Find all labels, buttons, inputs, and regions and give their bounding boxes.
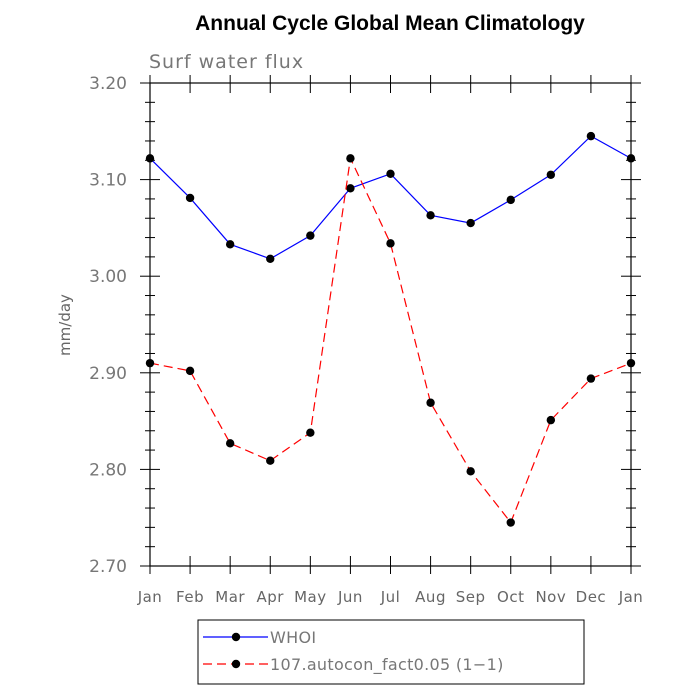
y-tick-label: 2.70 <box>89 557 127 577</box>
x-tick-label: Jan <box>618 588 644 606</box>
x-tick-label: Dec <box>576 588 607 606</box>
data-point <box>466 467 475 476</box>
data-point <box>185 366 195 376</box>
data-point <box>266 456 275 465</box>
data-point <box>546 415 556 425</box>
data-point <box>266 254 275 264</box>
data-point <box>145 358 155 368</box>
legend-box <box>197 619 585 685</box>
x-tick-label: Sep <box>456 588 486 606</box>
x-tick-label: Jan <box>137 588 163 606</box>
series-layer <box>145 131 636 527</box>
chart-title: Annual Cycle Global Mean Climatology <box>195 12 585 35</box>
y-axis-label: mm/day <box>56 294 74 356</box>
y-axis-ticks: 2.70 2.80 2.90 3.00 3.10 3.20 <box>89 74 641 577</box>
legend-marker <box>231 659 241 669</box>
data-point <box>426 398 435 407</box>
data-point <box>306 231 315 240</box>
legend: WHOI 107.autocon_fact0.05 (1−1) <box>197 619 585 685</box>
data-point <box>185 193 195 203</box>
x-tick-label: Feb <box>176 588 204 606</box>
legend-marker <box>231 632 241 642</box>
y-tick-label: 3.10 <box>89 171 127 191</box>
data-point <box>626 358 636 368</box>
y-tick-label: 3.20 <box>89 74 127 94</box>
y-tick-label: 2.90 <box>89 364 127 384</box>
data-point <box>466 218 475 228</box>
data-point <box>546 170 556 179</box>
x-tick-label: Aug <box>415 588 446 606</box>
legend-label: 107.autocon_fact0.05 (1−1) <box>270 655 504 675</box>
legend-label: WHOI <box>270 628 316 647</box>
chart-subtitle: Surf water flux <box>149 51 304 73</box>
x-tick-label: Nov <box>535 588 566 606</box>
y-tick-label: 2.80 <box>89 460 127 480</box>
x-tick-label: Apr <box>257 588 285 606</box>
data-point <box>225 240 235 249</box>
data-point <box>386 239 395 248</box>
data-point <box>145 154 155 163</box>
x-tick-label: Jul <box>380 588 401 606</box>
data-point <box>586 374 596 383</box>
data-point <box>586 131 596 141</box>
x-axis-ticks: Jan Feb Mar Apr May Jun Jul Aug Sep Oct Nov Dec Jan <box>137 75 644 606</box>
data-point <box>506 195 515 205</box>
data-point <box>225 439 235 448</box>
data-point <box>346 184 355 193</box>
data-point <box>306 428 315 437</box>
x-tick-label: Oct <box>497 588 524 606</box>
data-point <box>386 169 395 179</box>
series-line-1 <box>149 156 632 524</box>
data-point <box>506 518 515 527</box>
y-tick-label: 3.00 <box>89 267 127 287</box>
data-point <box>346 154 355 163</box>
plot-frame <box>149 82 632 567</box>
x-tick-label: May <box>294 588 327 606</box>
data-point <box>426 211 435 220</box>
x-tick-label: Jun <box>337 588 363 606</box>
data-point <box>626 154 636 163</box>
x-tick-label: Mar <box>215 588 245 606</box>
